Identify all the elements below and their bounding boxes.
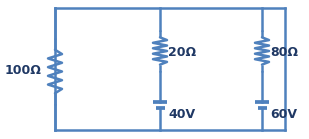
Text: 100Ω: 100Ω [5, 64, 42, 76]
Text: 60V: 60V [270, 108, 297, 121]
Text: 40V: 40V [168, 108, 195, 121]
Text: 80Ω: 80Ω [270, 45, 298, 59]
Text: 20Ω: 20Ω [168, 45, 196, 59]
